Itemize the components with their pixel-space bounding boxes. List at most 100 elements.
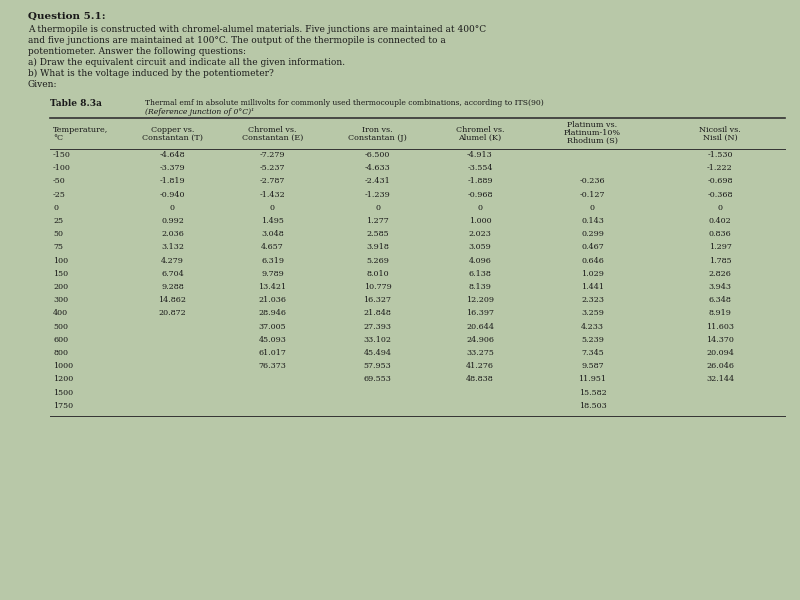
Text: Iron vs.: Iron vs. [362,125,393,133]
Text: Nicosil vs.: Nicosil vs. [699,125,741,133]
Text: 28.946: 28.946 [258,310,286,317]
Text: 800: 800 [53,349,68,357]
Text: 0.992: 0.992 [161,217,184,225]
Text: -25: -25 [53,191,66,199]
Text: 500: 500 [53,323,68,331]
Text: 4.657: 4.657 [261,244,284,251]
Text: 1.785: 1.785 [709,257,731,265]
Text: 45.494: 45.494 [363,349,391,357]
Text: -0.368: -0.368 [707,191,733,199]
Text: 0.143: 0.143 [581,217,604,225]
Text: 8.010: 8.010 [366,270,389,278]
Text: 100: 100 [53,257,68,265]
Text: 9.288: 9.288 [161,283,184,291]
Text: 69.553: 69.553 [363,376,391,383]
Text: -2.787: -2.787 [260,178,285,185]
Text: 76.373: 76.373 [258,362,286,370]
Text: -1.819: -1.819 [160,178,186,185]
Text: 16.327: 16.327 [363,296,391,304]
Text: Chromel vs.: Chromel vs. [248,125,297,133]
Text: 0.646: 0.646 [581,257,604,265]
Text: 37.005: 37.005 [258,323,286,331]
Text: Table 8.3a: Table 8.3a [50,99,102,108]
Text: -4.913: -4.913 [467,151,493,159]
Text: Rhodium (S): Rhodium (S) [567,137,618,145]
Text: 0.299: 0.299 [581,230,604,238]
Text: 1500: 1500 [53,389,73,397]
Text: 20.094: 20.094 [706,349,734,357]
Text: -50: -50 [53,178,66,185]
Text: 2.036: 2.036 [161,230,184,238]
Text: -2.431: -2.431 [365,178,390,185]
Text: b) What is the voltage induced by the potentiometer?: b) What is the voltage induced by the po… [28,69,274,78]
Text: 25: 25 [53,217,63,225]
Text: 3.132: 3.132 [161,244,184,251]
Text: Nisil (N): Nisil (N) [702,133,738,142]
Text: -0.127: -0.127 [580,191,606,199]
Text: 75: 75 [53,244,63,251]
Text: Question 5.1:: Question 5.1: [28,12,106,21]
Text: Platinum-10%: Platinum-10% [564,129,621,137]
Text: 0: 0 [170,204,175,212]
Text: 300: 300 [53,296,68,304]
Text: 150: 150 [53,270,68,278]
Text: and five junctions are maintained at 100°C. The output of the thermopile is conn: and five junctions are maintained at 100… [28,36,446,45]
Text: Temperature,: Temperature, [53,125,108,133]
Text: 1750: 1750 [53,402,73,410]
Text: 48.838: 48.838 [466,376,494,383]
Text: 1.441: 1.441 [581,283,604,291]
Text: 6.348: 6.348 [709,296,731,304]
Text: 2.585: 2.585 [366,230,389,238]
Text: 8.139: 8.139 [469,283,491,291]
Text: 5.269: 5.269 [366,257,389,265]
Text: 10.779: 10.779 [364,283,391,291]
Text: 21.848: 21.848 [363,310,391,317]
Text: 1.000: 1.000 [469,217,491,225]
Text: -0.698: -0.698 [707,178,733,185]
Text: 20.872: 20.872 [158,310,186,317]
Text: Thermal emf in absolute millivolts for commonly used thermocouple combinations, : Thermal emf in absolute millivolts for c… [145,99,544,107]
Text: 1.495: 1.495 [261,217,284,225]
Text: 6.138: 6.138 [469,270,491,278]
Text: -3.379: -3.379 [160,164,186,172]
Text: a) Draw the equivalent circuit and indicate all the given information.: a) Draw the equivalent circuit and indic… [28,58,345,67]
Text: 2.323: 2.323 [581,296,604,304]
Text: -1.239: -1.239 [365,191,390,199]
Text: 4.096: 4.096 [469,257,491,265]
Text: 1200: 1200 [53,376,74,383]
Text: 4.279: 4.279 [161,257,184,265]
Text: 5.239: 5.239 [581,336,604,344]
Text: 18.503: 18.503 [578,402,606,410]
Text: 8.919: 8.919 [709,310,731,317]
Text: 33.275: 33.275 [466,349,494,357]
Text: 15.582: 15.582 [578,389,606,397]
Text: -0.968: -0.968 [467,191,493,199]
Text: 24.906: 24.906 [466,336,494,344]
Text: 0.467: 0.467 [581,244,604,251]
Text: 6.319: 6.319 [261,257,284,265]
Text: 2.826: 2.826 [709,270,731,278]
Text: -0.940: -0.940 [160,191,186,199]
Text: 1.029: 1.029 [581,270,604,278]
Text: 3.943: 3.943 [709,283,731,291]
Text: A thermopile is constructed with chromel-alumel materials. Five junctions are ma: A thermopile is constructed with chromel… [28,25,486,34]
Text: 3.059: 3.059 [469,244,491,251]
Text: -5.237: -5.237 [260,164,286,172]
Text: 11.603: 11.603 [706,323,734,331]
Text: °C: °C [53,133,63,142]
Text: 0: 0 [53,204,58,212]
Text: 41.276: 41.276 [466,362,494,370]
Text: 45.093: 45.093 [258,336,286,344]
Text: -7.279: -7.279 [260,151,286,159]
Text: 6.704: 6.704 [161,270,184,278]
Text: 21.036: 21.036 [258,296,286,304]
Text: 61.017: 61.017 [258,349,286,357]
Text: Constantan (J): Constantan (J) [348,133,407,142]
Text: 11.951: 11.951 [578,376,606,383]
Text: 0.836: 0.836 [709,230,731,238]
Text: 13.421: 13.421 [258,283,286,291]
Text: 26.046: 26.046 [706,362,734,370]
Text: 200: 200 [53,283,68,291]
Text: -1.530: -1.530 [707,151,733,159]
Text: -100: -100 [53,164,71,172]
